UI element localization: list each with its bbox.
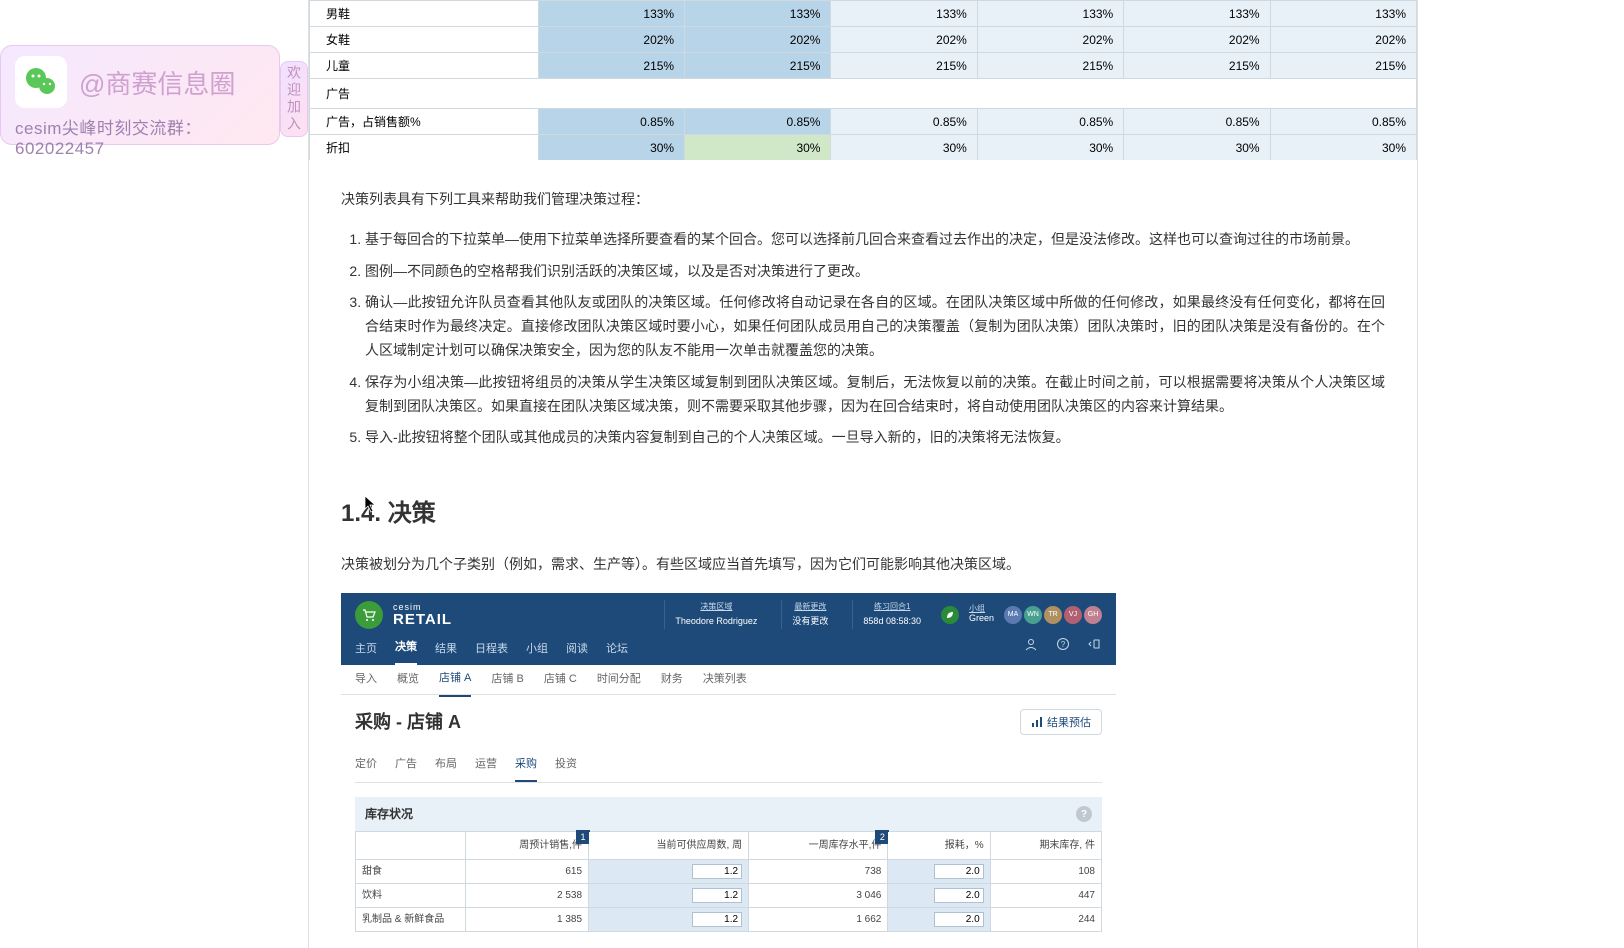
tool-list-item: 基于每回合的下拉菜单—使用下拉菜单选择所要查看的某个回合。您可以选择前几回合来查…	[365, 228, 1385, 252]
nav1-item[interactable]: 日程表	[475, 640, 508, 665]
cart-icon	[355, 601, 383, 629]
tool-list-item: 导入-此按钮将整个团队或其他成员的决策内容复制到自己的个人决策区域。一旦导入新的…	[365, 426, 1385, 450]
leaf-icon	[941, 606, 959, 624]
section-intro: 决策被划分为几个子类别（例如，需求、生产等）。有些区域应当首先填写，因为它们可能…	[341, 553, 1385, 577]
tool-list-item: 保存为小组决策—此按钮将组员的决策从学生决策区域复制到团队决策区域。复制后，无法…	[365, 371, 1385, 419]
nav3-item[interactable]: 布局	[435, 749, 457, 782]
nav3-item[interactable]: 广告	[395, 749, 417, 782]
cursor-icon	[364, 495, 378, 513]
tool-list-item: 图例—不同颜色的空格帮我们识别活跃的决策区域，以及是否对决策进行了更改。	[365, 260, 1385, 284]
nav2-item[interactable]: 概览	[397, 663, 419, 696]
loss-input[interactable]	[934, 912, 984, 927]
app-logo: cesim RETAIL	[393, 603, 452, 627]
preview-button[interactable]: 结果预估	[1020, 709, 1102, 735]
tertiary-nav: 定价广告布局运营采购投资	[355, 749, 1102, 783]
info-icon[interactable]: ?	[1076, 806, 1092, 822]
wechat-group: cesim尖峰时刻交流群：602022457	[15, 114, 265, 159]
nav2-item[interactable]: 店铺 B	[491, 663, 523, 696]
nav2-item[interactable]: 财务	[661, 663, 683, 696]
nav1-item[interactable]: 主页	[355, 640, 377, 665]
app-header: cesim RETAIL 决策区域Theodore Rodriguez最新更改没…	[341, 593, 1116, 637]
team-name: Green	[969, 614, 994, 624]
loss-input[interactable]	[934, 864, 984, 879]
svg-text:?: ?	[1061, 640, 1066, 649]
nav3-item[interactable]: 运营	[475, 749, 497, 782]
intro-text: 决策列表具有下列工具来帮助我们管理决策过程：	[341, 188, 1385, 212]
supply-input[interactable]	[692, 888, 742, 903]
tool-list: 基于每回合的下拉菜单—使用下拉菜单选择所要查看的某个回合。您可以选择前几回合来查…	[341, 228, 1385, 450]
wechat-widget: @商赛信息圈 cesim尖峰时刻交流群：602022457 欢迎加入	[0, 45, 308, 155]
nav3-item[interactable]: 采购	[515, 749, 537, 782]
wechat-card[interactable]: @商赛信息圈 cesim尖峰时刻交流群：602022457	[0, 45, 280, 145]
logout-icon[interactable]	[1088, 635, 1102, 665]
avatar[interactable]: MA	[1004, 606, 1022, 624]
avatar[interactable]: GH	[1084, 606, 1102, 624]
nav1-item[interactable]: 决策	[395, 638, 417, 665]
nav2-item[interactable]: 导入	[355, 663, 377, 696]
main-content: 男鞋133%133%133%133%133%133%女鞋202%202%202%…	[308, 0, 1418, 948]
avatar[interactable]: VJ	[1064, 606, 1082, 624]
wechat-join-tab[interactable]: 欢迎加入	[280, 61, 308, 137]
nav1-item[interactable]: 阅读	[566, 640, 588, 665]
team-avatars: MAWNTRVJGH	[1004, 606, 1102, 624]
wechat-icon	[15, 56, 67, 108]
inventory-header: 库存状况 ?	[355, 797, 1102, 831]
inventory-table: 周预计销售,件1当前可供应周数, 周一周库存水平,件2报耗，%期末库存, 件 甜…	[355, 831, 1102, 932]
top-pricing-table: 男鞋133%133%133%133%133%133%女鞋202%202%202%…	[309, 0, 1417, 160]
supply-input[interactable]	[692, 912, 742, 927]
avatar[interactable]: WN	[1024, 606, 1042, 624]
wechat-account: @商赛信息圈	[79, 64, 235, 101]
secondary-nav: 导入概览店铺 A 店铺 B 店铺 C 时间分配财务决策列表	[341, 665, 1116, 695]
nav3-item[interactable]: 定价	[355, 749, 377, 782]
nav2-item[interactable]: 决策列表	[703, 663, 747, 696]
page-title: 采购 - 店铺 A	[355, 707, 461, 738]
nav2-item[interactable]: 店铺 C	[544, 663, 577, 696]
avatar[interactable]: TR	[1044, 606, 1062, 624]
user-icon[interactable]	[1024, 635, 1038, 665]
tool-list-item: 确认—此按钮允许队员查看其他队友或团队的决策区域。任何修改将自动记录在各自的区域…	[365, 291, 1385, 362]
section-heading: 1.4. 决策	[341, 494, 1385, 535]
supply-input[interactable]	[692, 864, 742, 879]
nav3-item[interactable]: 投资	[555, 749, 577, 782]
nav1-item[interactable]: 小组	[526, 640, 548, 665]
nav2-item[interactable]: 店铺 A	[439, 662, 471, 697]
nav2-item[interactable]: 时间分配	[597, 663, 641, 696]
primary-nav: 主页决策结果日程表小组阅读论坛 ?	[341, 637, 1116, 665]
app-screenshot: cesim RETAIL 决策区域Theodore Rodriguez最新更改没…	[341, 593, 1116, 933]
nav1-item[interactable]: 论坛	[606, 640, 628, 665]
loss-input[interactable]	[934, 888, 984, 903]
help-icon[interactable]: ?	[1056, 635, 1070, 665]
